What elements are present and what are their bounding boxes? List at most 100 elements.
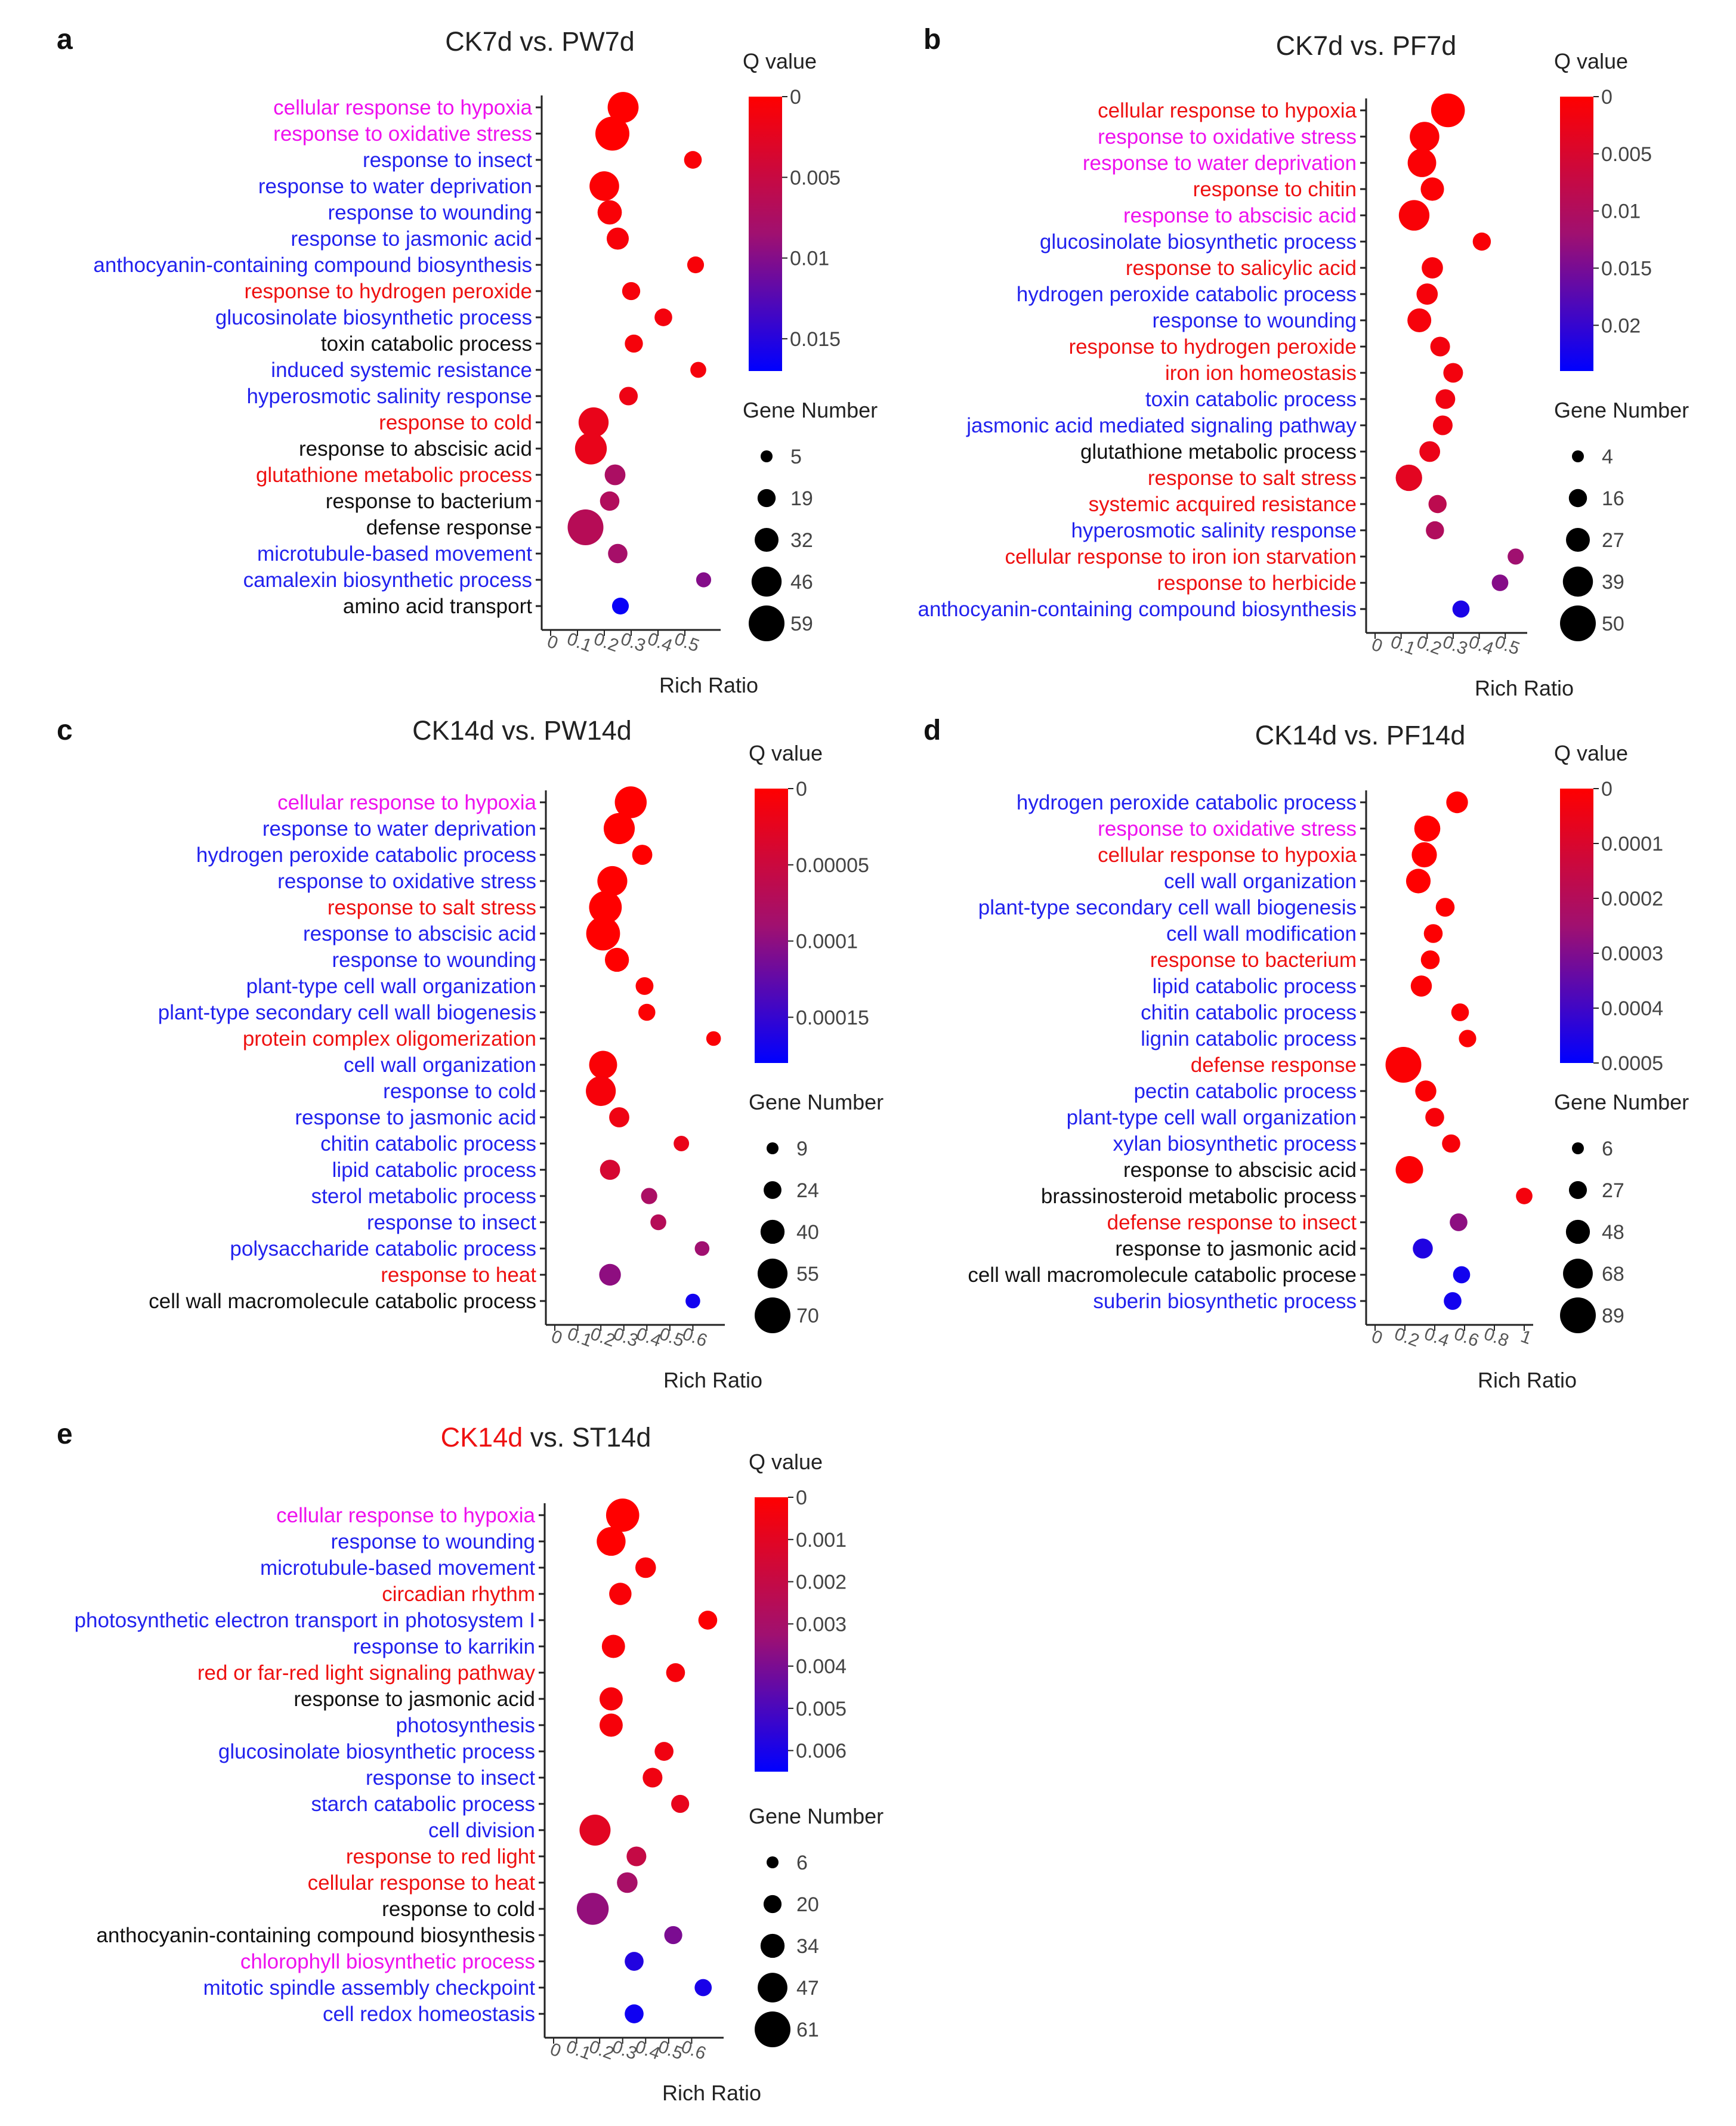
gene-number-legend-label: 34 [796, 1935, 819, 1958]
gene-number-legend-label: 46 [790, 571, 813, 594]
term-label: plant-type cell wall organization [246, 975, 536, 998]
x-tick-label: 0 [545, 632, 561, 654]
data-point [694, 1979, 712, 1997]
gene-number-legend: Gene Number 4 16 27 39 50 [1554, 398, 1689, 641]
gene-number-legend-label: 59 [790, 613, 813, 635]
panel-title: CK14d vs. ST14d [441, 1422, 651, 1453]
term-label: cell wall organization [1164, 870, 1357, 893]
gene-number-legend: Gene Number 6 27 48 68 89 [1554, 1090, 1689, 1333]
qvalue-colorbar [755, 1497, 788, 1772]
term-label: hydrogen peroxide catabolic process [1017, 283, 1357, 306]
gene-number-legend-circle [760, 1219, 785, 1244]
gene-number-legend-label: 47 [796, 1977, 819, 2000]
colorbar-tick-label: 0.0005 [1601, 1052, 1663, 1075]
term-label: pectin catabolic process [1133, 1080, 1357, 1103]
term-label: response to salicylic acid [1126, 257, 1357, 280]
term-label: systemic acquired resistance [1089, 493, 1357, 516]
term-label: anthocyanin-containing compound biosynth… [94, 254, 532, 277]
gene-number-legend: Gene Number 9 24 40 55 70 [749, 1090, 884, 1333]
gene-number-legend-label: 48 [1602, 1221, 1624, 1244]
data-point [604, 947, 629, 972]
data-point [635, 977, 654, 995]
data-point [611, 597, 629, 615]
x-tick-label: 0.6 [679, 1324, 709, 1351]
x-axis-label: Rich Ratio [659, 673, 758, 697]
colorbar-tick-label: 0.015 [1601, 258, 1652, 280]
x-axis-label: Rich Ratio [662, 2081, 761, 2105]
data-point [1410, 975, 1432, 997]
term-label: lipid catabolic process [332, 1158, 536, 1182]
gene-number-legend-circle [1568, 1181, 1587, 1200]
term-label: lipid catabolic process [1153, 975, 1357, 998]
term-label: plant-type secondary cell wall biogenesi… [978, 896, 1357, 919]
term-label: cellular response to heat [308, 1871, 536, 1895]
x-tick-label: 0 [549, 1327, 565, 1349]
gene-number-legend-circle [1572, 450, 1584, 462]
data-point [606, 227, 629, 250]
term-label: response to cold [383, 1080, 536, 1103]
gene-number-legend-circle [1572, 1142, 1584, 1154]
panel-d: d CK14d vs. PF14d 0 0.2 0.4 0.6 0.8 1 Rich Ratio… [923, 715, 1689, 1392]
data-point [1410, 122, 1440, 152]
data-point [578, 407, 609, 438]
term-label: mitotic spindle assembly checkpoint [203, 1976, 536, 2000]
x-tick-label: 0.5 [1492, 632, 1522, 659]
term-label: response to chitin [1193, 178, 1357, 201]
term-label: response to jasmonic acid [295, 1106, 536, 1129]
term-label: response to heat [381, 1263, 536, 1287]
term-label: toxin catabolic process [321, 332, 532, 356]
data-point [1432, 415, 1453, 435]
colorbar-tick-label: 0.001 [796, 1529, 847, 1552]
qvalue-legend: Q value 0 0.005 0.01 0.015 [743, 49, 841, 371]
data-point [1430, 336, 1450, 357]
qvalue-colorbar [1560, 789, 1593, 1063]
term-label: cell redox homeostasis [323, 2003, 535, 2026]
gene-number-legend-label: 61 [796, 2019, 819, 2041]
gene-number-legend-title: Gene Number [1554, 398, 1689, 422]
data-point [600, 491, 620, 511]
gene-number-legend-circle [757, 489, 776, 508]
data-point [1491, 574, 1509, 591]
colorbar-tick-label: 0.0001 [1601, 833, 1663, 855]
colorbar-tick-label: 0.005 [1601, 143, 1652, 166]
colorbar-tick-label: 0.003 [796, 1613, 847, 1636]
gene-number-legend-label: 89 [1602, 1305, 1624, 1327]
x-tick-label: 0 [548, 2040, 564, 2062]
term-label: response to wounding [332, 948, 536, 972]
data-point [599, 1263, 621, 1286]
gene-number-legend-circle [764, 1181, 781, 1199]
term-label: cellular response to hypoxia [277, 791, 536, 814]
term-label: response to herbicide [1157, 571, 1357, 595]
gene-number-legend-label: 70 [796, 1305, 819, 1327]
panel-title: CK14d vs. PW14d [412, 715, 632, 746]
term-label: response to hydrogen peroxide [244, 280, 532, 303]
panel-label: c [57, 715, 73, 746]
data-point [597, 200, 622, 225]
gene-number-legend-title: Gene Number [749, 1090, 884, 1114]
term-label: response to jasmonic acid [291, 227, 532, 251]
data-point [1435, 898, 1455, 917]
data-point [1395, 1155, 1423, 1184]
term-label: response to wounding [328, 201, 532, 224]
data-point [1415, 1080, 1437, 1102]
term-label: chitin catabolic process [1141, 1001, 1357, 1024]
term-label: cell division [428, 1819, 535, 1842]
term-label: iron ion homeostasis [1165, 361, 1357, 385]
data-point [609, 1107, 629, 1127]
term-label: plant-type cell wall organization [1067, 1106, 1357, 1129]
data-point [674, 1136, 690, 1151]
colorbar-tick-label: 0.0002 [1601, 888, 1663, 910]
term-label: response to jasmonic acid [294, 1688, 535, 1711]
data-point [1407, 149, 1437, 177]
term-label: response to water deprivation [258, 175, 532, 198]
term-label: hydrogen peroxide catabolic process [1017, 791, 1357, 814]
panel-label: b [923, 24, 941, 55]
data-point [1406, 869, 1431, 894]
gene-number-legend-circle [1563, 1259, 1593, 1288]
data-point [706, 1031, 721, 1046]
gene-number-legend-circle [763, 1895, 782, 1914]
data-point [619, 387, 638, 406]
data-point [604, 464, 626, 486]
